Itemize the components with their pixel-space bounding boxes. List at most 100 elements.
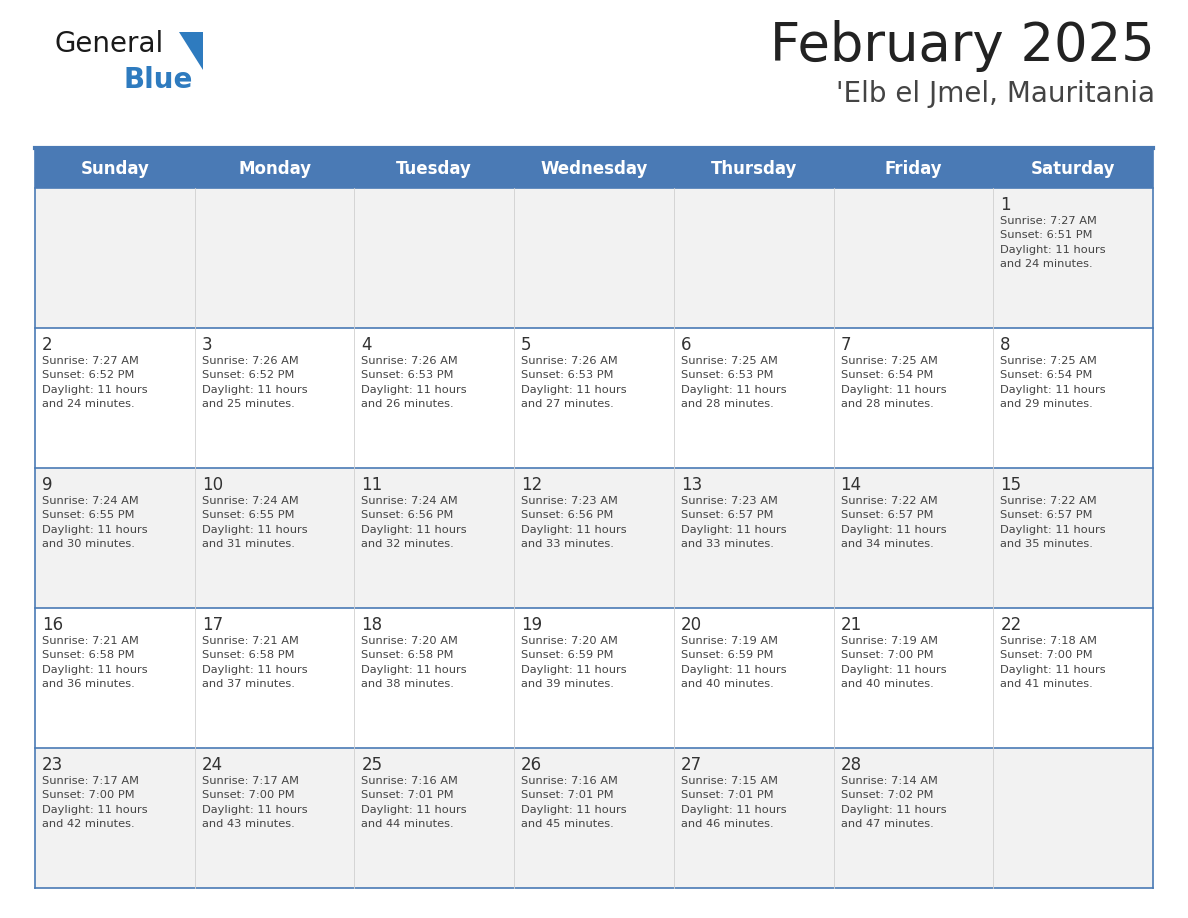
Text: 10: 10 bbox=[202, 476, 223, 494]
Text: Sunrise: 7:17 AM
Sunset: 7:00 PM
Daylight: 11 hours
and 43 minutes.: Sunrise: 7:17 AM Sunset: 7:00 PM Dayligh… bbox=[202, 776, 308, 829]
Bar bbox=[514, 328, 674, 468]
Text: Sunrise: 7:26 AM
Sunset: 6:53 PM
Daylight: 11 hours
and 27 minutes.: Sunrise: 7:26 AM Sunset: 6:53 PM Dayligh… bbox=[522, 356, 627, 409]
Text: 5: 5 bbox=[522, 336, 532, 354]
Text: Sunrise: 7:16 AM
Sunset: 7:01 PM
Daylight: 11 hours
and 44 minutes.: Sunrise: 7:16 AM Sunset: 7:01 PM Dayligh… bbox=[361, 776, 467, 829]
Text: 24: 24 bbox=[202, 756, 223, 774]
Bar bbox=[993, 188, 1154, 328]
Bar bbox=[195, 150, 354, 188]
Text: Sunrise: 7:25 AM
Sunset: 6:53 PM
Daylight: 11 hours
and 28 minutes.: Sunrise: 7:25 AM Sunset: 6:53 PM Dayligh… bbox=[681, 356, 786, 409]
Bar bbox=[993, 468, 1154, 608]
Text: Sunrise: 7:22 AM
Sunset: 6:57 PM
Daylight: 11 hours
and 35 minutes.: Sunrise: 7:22 AM Sunset: 6:57 PM Dayligh… bbox=[1000, 496, 1106, 549]
Text: General: General bbox=[55, 30, 164, 58]
Bar bbox=[514, 608, 674, 748]
Text: Friday: Friday bbox=[885, 160, 942, 178]
Text: Sunrise: 7:19 AM
Sunset: 7:00 PM
Daylight: 11 hours
and 40 minutes.: Sunrise: 7:19 AM Sunset: 7:00 PM Dayligh… bbox=[841, 636, 946, 689]
Text: Sunrise: 7:22 AM
Sunset: 6:57 PM
Daylight: 11 hours
and 34 minutes.: Sunrise: 7:22 AM Sunset: 6:57 PM Dayligh… bbox=[841, 496, 946, 549]
Text: Sunrise: 7:16 AM
Sunset: 7:01 PM
Daylight: 11 hours
and 45 minutes.: Sunrise: 7:16 AM Sunset: 7:01 PM Dayligh… bbox=[522, 776, 627, 829]
Bar bbox=[354, 468, 514, 608]
Text: Sunrise: 7:18 AM
Sunset: 7:00 PM
Daylight: 11 hours
and 41 minutes.: Sunrise: 7:18 AM Sunset: 7:00 PM Dayligh… bbox=[1000, 636, 1106, 689]
Text: 1: 1 bbox=[1000, 196, 1011, 214]
Bar bbox=[834, 608, 993, 748]
Text: Sunrise: 7:15 AM
Sunset: 7:01 PM
Daylight: 11 hours
and 46 minutes.: Sunrise: 7:15 AM Sunset: 7:01 PM Dayligh… bbox=[681, 776, 786, 829]
Bar bbox=[195, 748, 354, 888]
Bar bbox=[674, 188, 834, 328]
Text: Sunrise: 7:17 AM
Sunset: 7:00 PM
Daylight: 11 hours
and 42 minutes.: Sunrise: 7:17 AM Sunset: 7:00 PM Dayligh… bbox=[42, 776, 147, 829]
Text: Sunrise: 7:14 AM
Sunset: 7:02 PM
Daylight: 11 hours
and 47 minutes.: Sunrise: 7:14 AM Sunset: 7:02 PM Dayligh… bbox=[841, 776, 946, 829]
Text: 14: 14 bbox=[841, 476, 861, 494]
Bar bbox=[34, 748, 195, 888]
Text: 9: 9 bbox=[42, 476, 52, 494]
Text: 16: 16 bbox=[42, 616, 63, 634]
Text: 4: 4 bbox=[361, 336, 372, 354]
Text: Sunrise: 7:20 AM
Sunset: 6:59 PM
Daylight: 11 hours
and 39 minutes.: Sunrise: 7:20 AM Sunset: 6:59 PM Dayligh… bbox=[522, 636, 627, 689]
Bar bbox=[354, 748, 514, 888]
Text: Sunrise: 7:23 AM
Sunset: 6:56 PM
Daylight: 11 hours
and 33 minutes.: Sunrise: 7:23 AM Sunset: 6:56 PM Dayligh… bbox=[522, 496, 627, 549]
Bar bbox=[514, 468, 674, 608]
Bar bbox=[834, 748, 993, 888]
Bar bbox=[354, 608, 514, 748]
Bar bbox=[674, 468, 834, 608]
Text: Saturday: Saturday bbox=[1031, 160, 1116, 178]
Text: Blue: Blue bbox=[124, 66, 192, 94]
Bar bbox=[993, 748, 1154, 888]
Bar bbox=[834, 188, 993, 328]
Text: Sunrise: 7:27 AM
Sunset: 6:51 PM
Daylight: 11 hours
and 24 minutes.: Sunrise: 7:27 AM Sunset: 6:51 PM Dayligh… bbox=[1000, 216, 1106, 269]
Bar bbox=[993, 150, 1154, 188]
Text: Sunrise: 7:26 AM
Sunset: 6:52 PM
Daylight: 11 hours
and 25 minutes.: Sunrise: 7:26 AM Sunset: 6:52 PM Dayligh… bbox=[202, 356, 308, 409]
Text: 2: 2 bbox=[42, 336, 52, 354]
Bar bbox=[834, 328, 993, 468]
Bar bbox=[354, 328, 514, 468]
Bar bbox=[34, 468, 195, 608]
Bar bbox=[674, 328, 834, 468]
Text: 27: 27 bbox=[681, 756, 702, 774]
Bar bbox=[674, 748, 834, 888]
Bar bbox=[195, 468, 354, 608]
Text: 25: 25 bbox=[361, 756, 383, 774]
Text: 23: 23 bbox=[42, 756, 63, 774]
Text: Sunrise: 7:26 AM
Sunset: 6:53 PM
Daylight: 11 hours
and 26 minutes.: Sunrise: 7:26 AM Sunset: 6:53 PM Dayligh… bbox=[361, 356, 467, 409]
Text: 21: 21 bbox=[841, 616, 861, 634]
Text: Sunrise: 7:20 AM
Sunset: 6:58 PM
Daylight: 11 hours
and 38 minutes.: Sunrise: 7:20 AM Sunset: 6:58 PM Dayligh… bbox=[361, 636, 467, 689]
Bar bbox=[834, 150, 993, 188]
Text: Tuesday: Tuesday bbox=[397, 160, 472, 178]
Text: 20: 20 bbox=[681, 616, 702, 634]
Bar bbox=[993, 608, 1154, 748]
Text: Sunrise: 7:21 AM
Sunset: 6:58 PM
Daylight: 11 hours
and 37 minutes.: Sunrise: 7:21 AM Sunset: 6:58 PM Dayligh… bbox=[202, 636, 308, 689]
Bar bbox=[34, 328, 195, 468]
Text: Sunrise: 7:25 AM
Sunset: 6:54 PM
Daylight: 11 hours
and 28 minutes.: Sunrise: 7:25 AM Sunset: 6:54 PM Dayligh… bbox=[841, 356, 946, 409]
Text: 28: 28 bbox=[841, 756, 861, 774]
Text: Sunday: Sunday bbox=[81, 160, 150, 178]
Bar bbox=[354, 150, 514, 188]
Text: Monday: Monday bbox=[238, 160, 311, 178]
Text: Sunrise: 7:25 AM
Sunset: 6:54 PM
Daylight: 11 hours
and 29 minutes.: Sunrise: 7:25 AM Sunset: 6:54 PM Dayligh… bbox=[1000, 356, 1106, 409]
Text: Sunrise: 7:24 AM
Sunset: 6:55 PM
Daylight: 11 hours
and 31 minutes.: Sunrise: 7:24 AM Sunset: 6:55 PM Dayligh… bbox=[202, 496, 308, 549]
Text: Sunrise: 7:24 AM
Sunset: 6:55 PM
Daylight: 11 hours
and 30 minutes.: Sunrise: 7:24 AM Sunset: 6:55 PM Dayligh… bbox=[42, 496, 147, 549]
Bar bbox=[674, 150, 834, 188]
Text: 26: 26 bbox=[522, 756, 542, 774]
Text: 22: 22 bbox=[1000, 616, 1022, 634]
Polygon shape bbox=[179, 32, 203, 70]
Text: 18: 18 bbox=[361, 616, 383, 634]
Text: 'Elb el Jmel, Mauritania: 'Elb el Jmel, Mauritania bbox=[836, 80, 1155, 108]
Bar bbox=[354, 188, 514, 328]
Text: 8: 8 bbox=[1000, 336, 1011, 354]
Text: 13: 13 bbox=[681, 476, 702, 494]
Bar bbox=[195, 188, 354, 328]
Text: 15: 15 bbox=[1000, 476, 1022, 494]
Text: 6: 6 bbox=[681, 336, 691, 354]
Text: 11: 11 bbox=[361, 476, 383, 494]
Text: Sunrise: 7:23 AM
Sunset: 6:57 PM
Daylight: 11 hours
and 33 minutes.: Sunrise: 7:23 AM Sunset: 6:57 PM Dayligh… bbox=[681, 496, 786, 549]
Text: Wednesday: Wednesday bbox=[541, 160, 647, 178]
Text: 17: 17 bbox=[202, 616, 223, 634]
Bar bbox=[514, 188, 674, 328]
Text: 12: 12 bbox=[522, 476, 543, 494]
Bar bbox=[34, 150, 195, 188]
Bar bbox=[993, 328, 1154, 468]
Bar bbox=[514, 150, 674, 188]
Bar bbox=[834, 468, 993, 608]
Text: February 2025: February 2025 bbox=[770, 20, 1155, 72]
Bar bbox=[514, 748, 674, 888]
Bar bbox=[34, 188, 195, 328]
Bar bbox=[195, 608, 354, 748]
Text: 3: 3 bbox=[202, 336, 213, 354]
